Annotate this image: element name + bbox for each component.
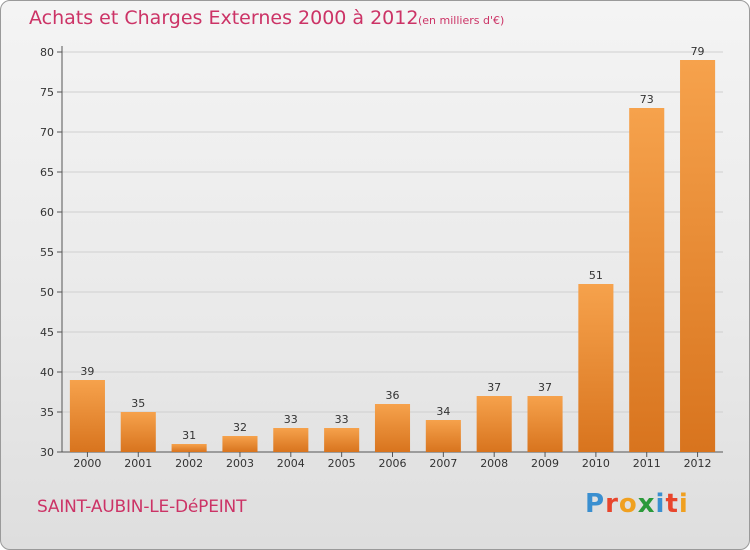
logo-letter: o bbox=[618, 489, 638, 519]
bar-2007 bbox=[425, 420, 461, 452]
chart-subtitle: (en milliers d'€) bbox=[418, 14, 505, 27]
bar-2006 bbox=[374, 404, 411, 452]
y-tick-label: 75 bbox=[40, 86, 54, 99]
x-tick-label: 2001 bbox=[124, 457, 152, 470]
logo-letter: P bbox=[585, 489, 606, 519]
bar-2004 bbox=[273, 428, 309, 452]
data-label: 35 bbox=[131, 397, 145, 410]
logo-letter: t bbox=[665, 489, 679, 519]
data-label: 39 bbox=[80, 365, 94, 378]
bar-2011 bbox=[629, 108, 665, 452]
y-tick-label: 65 bbox=[40, 166, 54, 179]
data-label: 33 bbox=[284, 413, 298, 426]
x-tick-label: 2002 bbox=[175, 457, 203, 470]
bar-2005 bbox=[324, 428, 360, 452]
x-tick-label: 2008 bbox=[480, 457, 508, 470]
bar-2003 bbox=[222, 436, 258, 452]
data-label: 36 bbox=[386, 389, 400, 402]
data-label: 34 bbox=[436, 405, 450, 418]
data-label: 79 bbox=[691, 45, 705, 58]
y-tick-label: 80 bbox=[40, 46, 54, 59]
x-tick-label: 2012 bbox=[684, 457, 712, 470]
bars bbox=[69, 60, 716, 452]
x-tick-label: 2005 bbox=[328, 457, 356, 470]
data-labels: 39 35 31 32 33 33 36 34 37 37 51 73 79 bbox=[80, 45, 704, 442]
data-label: 73 bbox=[640, 93, 654, 106]
data-label: 37 bbox=[538, 381, 552, 394]
bar-2001 bbox=[120, 412, 156, 452]
chart-title: Achats et Charges Externes 2000 à 2012 bbox=[29, 7, 419, 29]
data-label: 37 bbox=[487, 381, 501, 394]
bar-2009 bbox=[527, 396, 563, 452]
x-tick-label: 2010 bbox=[582, 457, 610, 470]
y-tick-labels: 30 35 40 45 50 55 60 65 70 75 80 bbox=[40, 46, 54, 459]
data-label: 31 bbox=[182, 429, 196, 442]
x-tick-label: 2007 bbox=[429, 457, 457, 470]
y-tick-label: 45 bbox=[40, 326, 54, 339]
x-tick-label: 2006 bbox=[379, 457, 407, 470]
x-tick-label: 2000 bbox=[73, 457, 101, 470]
y-tick-label: 40 bbox=[40, 366, 54, 379]
y-tick-label: 55 bbox=[40, 246, 54, 259]
bar-2010 bbox=[578, 284, 614, 452]
logo-letter: r bbox=[605, 489, 619, 519]
x-tick-labels: 2000 2001 2002 2003 2004 2005 2006 2007 2008 2009… bbox=[73, 457, 711, 470]
data-label: 32 bbox=[233, 421, 247, 434]
y-tick-label: 30 bbox=[40, 446, 54, 459]
x-tick-label: 2004 bbox=[277, 457, 305, 470]
x-tick-label: 2003 bbox=[226, 457, 254, 470]
y-tick-label: 60 bbox=[40, 206, 54, 219]
x-tick-label: 2009 bbox=[531, 457, 559, 470]
y-tick-label: 35 bbox=[40, 406, 54, 419]
logo-letter: x bbox=[637, 489, 656, 519]
commune-name: SAINT-AUBIN-LE-DéPEINT bbox=[37, 497, 247, 517]
proxiti-logo: Proxiti bbox=[585, 489, 689, 519]
grid-lines bbox=[62, 51, 723, 413]
data-label: 33 bbox=[335, 413, 349, 426]
logo-letter: i bbox=[678, 489, 689, 519]
y-tick-label: 50 bbox=[40, 286, 54, 299]
bar-2008 bbox=[476, 396, 512, 452]
bar-2000 bbox=[69, 380, 105, 452]
x-tick-label: 2011 bbox=[633, 457, 661, 470]
y-tick-label: 70 bbox=[40, 126, 54, 139]
bar-2012 bbox=[680, 60, 716, 452]
data-label: 51 bbox=[589, 269, 603, 282]
bar-2002 bbox=[171, 444, 207, 452]
logo-letter: i bbox=[655, 489, 666, 519]
